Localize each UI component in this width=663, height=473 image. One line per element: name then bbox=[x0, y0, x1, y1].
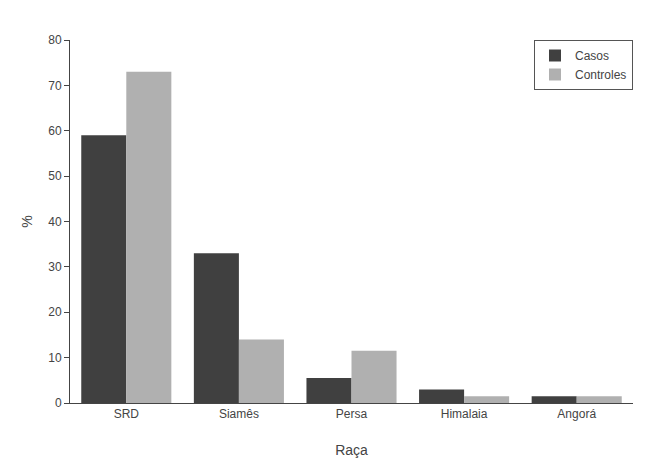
svg-text:60: 60 bbox=[48, 124, 62, 138]
svg-text:Angorá: Angorá bbox=[557, 407, 596, 421]
svg-text:40: 40 bbox=[48, 215, 62, 229]
svg-text:30: 30 bbox=[48, 260, 62, 274]
svg-text:70: 70 bbox=[48, 79, 62, 93]
svg-text:Casos: Casos bbox=[575, 49, 609, 63]
svg-text:50: 50 bbox=[48, 169, 62, 183]
svg-text:Himalaia: Himalaia bbox=[441, 407, 488, 421]
svg-text:20: 20 bbox=[48, 305, 62, 319]
svg-text:SRD: SRD bbox=[114, 407, 140, 421]
svg-text:%: % bbox=[19, 215, 35, 227]
svg-text:Persa: Persa bbox=[336, 407, 368, 421]
svg-text:80: 80 bbox=[48, 33, 62, 47]
svg-text:Raça: Raça bbox=[335, 442, 368, 458]
svg-text:Siamês: Siamês bbox=[219, 407, 259, 421]
svg-text:Controles: Controles bbox=[575, 68, 626, 82]
svg-text:10: 10 bbox=[48, 351, 62, 365]
svg-text:0: 0 bbox=[55, 396, 62, 410]
